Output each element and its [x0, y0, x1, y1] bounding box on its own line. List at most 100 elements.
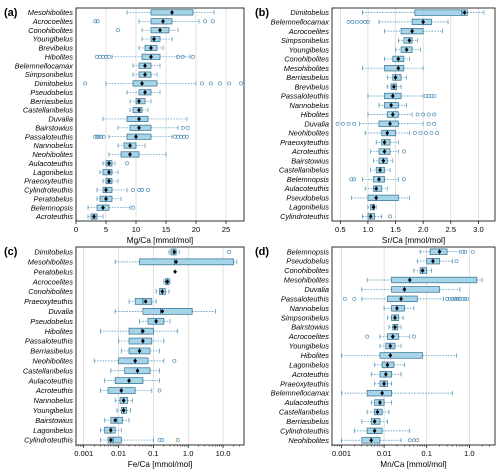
mean-marker — [382, 149, 387, 154]
category-label: Youngibelus — [33, 406, 74, 415]
outlier-point — [424, 131, 428, 135]
x-tick-label: 0.01 — [377, 449, 392, 458]
x-axis-label: Mn/Ca [mmol/mol] — [380, 460, 446, 469]
outlier-point — [131, 205, 135, 210]
mean-marker — [402, 287, 407, 292]
panel-c: (c) DimitobelusMesohibolitesPeratobelusAc… — [4, 246, 245, 469]
category-label: Duvalia — [304, 119, 329, 128]
panel-label: (a) — [4, 7, 18, 19]
mean-marker — [143, 72, 147, 77]
box-row: Acrocoelites — [32, 17, 215, 26]
outlier-point — [116, 28, 120, 33]
category-label: Castellanibelus — [23, 106, 73, 115]
box-row: Youngibelus — [33, 35, 173, 44]
mean-marker — [378, 400, 382, 405]
x-tick-label: 1.0 — [183, 449, 194, 458]
category-label: Lagonibelus — [289, 360, 329, 369]
outlier-point — [200, 81, 204, 86]
category-label: Belemnopsis — [31, 203, 74, 212]
box-row: Passaloteuthis — [281, 294, 470, 303]
mean-marker — [121, 408, 126, 413]
box-row: Acrocoelites — [288, 332, 416, 341]
outlier-point — [346, 121, 351, 126]
x-tick-label: 3.0 — [473, 225, 484, 234]
box-row: Praeoxyteuthis — [24, 177, 119, 186]
mean-marker — [152, 36, 156, 42]
box-row: Aulacoteuthis — [28, 159, 129, 168]
outlier-point — [160, 438, 165, 442]
category-label: Conohibolites — [284, 55, 329, 64]
outlier-point — [180, 54, 185, 59]
mean-marker — [380, 390, 385, 396]
outlier-point — [342, 296, 347, 301]
category-label: Brevibelus — [38, 44, 73, 53]
box-row: Praeoxyteuthis — [24, 297, 157, 306]
outlier-point — [96, 134, 101, 139]
outlier-point — [239, 81, 243, 86]
mean-marker — [143, 90, 147, 95]
outlier-point — [227, 81, 231, 86]
category-label: Neohibolites — [288, 436, 329, 445]
category-label: Cylindroteuthis — [24, 436, 73, 445]
box-row: Aulacoteuthis — [284, 398, 392, 407]
category-label: Hibolites — [301, 110, 330, 119]
category-label: Berriasibelus — [286, 417, 329, 426]
mean-marker — [137, 348, 142, 354]
category-label: Brevibelus — [294, 82, 329, 91]
outlier-point — [101, 134, 106, 139]
box-row: Simpsonibelus — [25, 70, 158, 79]
mean-marker — [383, 371, 388, 377]
box-row: Brevibelus — [38, 44, 164, 53]
outlier-point — [432, 112, 437, 117]
category-label: Castellanibelus — [279, 166, 329, 175]
category-label: Berriasibelus — [30, 97, 73, 106]
box — [139, 258, 234, 266]
x-tick-label: 5 — [104, 225, 108, 234]
outlier-point — [450, 296, 455, 301]
category-label: Dimitobelus — [34, 248, 73, 257]
box-row: Pseudobelus — [30, 88, 161, 97]
box-row: Mesohibolites — [284, 64, 424, 73]
box-row: Conohibolites — [284, 266, 432, 275]
box-row: Passaloteuthis — [25, 132, 189, 141]
box — [134, 298, 153, 305]
mean-marker — [170, 10, 174, 15]
x-tick-label: 0.01 — [111, 449, 126, 458]
category-label: Neohibolites — [32, 356, 73, 365]
outlier-point — [454, 259, 459, 264]
category-label: Cylindroteuthis — [24, 186, 73, 195]
box-row: Neohibolites — [32, 356, 177, 365]
outlier-point — [401, 149, 406, 154]
box-row: Bairstowius — [291, 323, 402, 332]
outlier-point — [426, 121, 431, 126]
mean-marker — [395, 305, 399, 311]
outlier-point — [411, 438, 416, 443]
category-label: Cylindroteuthis — [280, 426, 329, 435]
x-tick-label: 2.0 — [418, 225, 429, 234]
category-label: Bairstowius — [291, 323, 329, 332]
mean-marker — [135, 368, 140, 374]
mean-marker — [462, 10, 467, 15]
x-axis-label: Sr/Ca [mmol/mol] — [382, 236, 445, 245]
outlier-point — [157, 438, 162, 442]
mean-marker — [128, 152, 132, 157]
category-label: Conohibolites — [28, 26, 73, 35]
outlier-point — [191, 54, 195, 59]
box — [391, 286, 440, 293]
category-label: Simpsonibelus — [281, 36, 329, 45]
outlier-point — [185, 134, 189, 139]
category-label: Passaloteuthis — [25, 337, 73, 346]
box — [142, 308, 193, 315]
mean-marker — [119, 388, 124, 393]
category-label: Pseudobelus — [286, 193, 329, 202]
outlier-point — [157, 388, 162, 393]
mean-marker — [149, 54, 153, 60]
box-row: Mesohibolites — [284, 276, 483, 285]
box-row: Cylindroteuthis — [280, 212, 392, 221]
category-label: Passaloteuthis — [281, 294, 329, 303]
box-row: Berriasibelus — [286, 417, 388, 426]
mean-marker — [396, 56, 401, 62]
category-label: Berriasibelus — [286, 73, 329, 82]
outlier-point — [95, 19, 100, 24]
box — [107, 436, 122, 444]
